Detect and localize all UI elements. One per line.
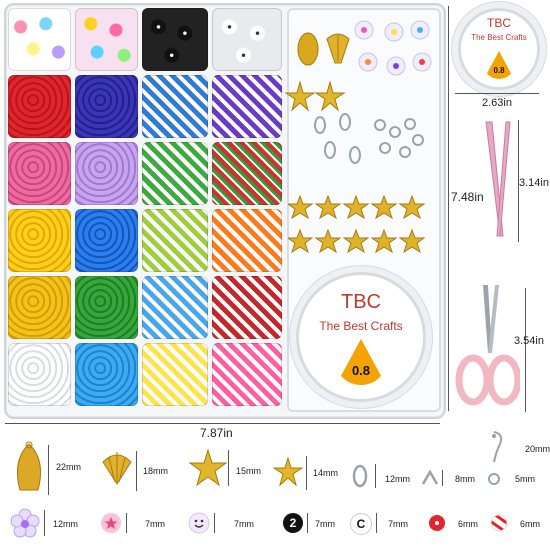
box-width-line — [5, 423, 440, 424]
star-charm-size: 14mm — [313, 468, 339, 478]
number-bead-legend-icon: 2 — [283, 513, 303, 533]
tweezers-icon — [485, 121, 511, 237]
white-clay-bead-compartment — [8, 343, 71, 406]
scallop-charm-size-line — [136, 451, 137, 491]
star-charm-size-line — [306, 456, 307, 490]
large-thread-spool: TBC The Best Crafts 0.8 — [296, 272, 426, 402]
earring-hook-size: 20mm — [525, 444, 550, 454]
pink-striped-bead-compartment — [212, 343, 282, 406]
starfish-size-line — [228, 450, 229, 486]
number-bead-glyph: 2 — [289, 516, 297, 530]
green-clay-bead-compartment — [75, 276, 138, 339]
scallop-charm-legend-icon — [102, 452, 132, 485]
letter-bead-size-line — [376, 513, 377, 533]
orange-striped-bead-compartment — [212, 209, 282, 272]
star-charm-icon — [288, 194, 426, 254]
jump-ring-size: 5mm — [515, 474, 535, 484]
star-bead-size: 7mm — [145, 519, 165, 529]
small-thread-spool: TBC The Best Crafts 0.8 — [458, 8, 540, 90]
spool-size-value: 0.8 — [351, 363, 371, 378]
shell-charm-size: 22mm — [56, 462, 82, 472]
red-heishi-size: 6mm — [458, 519, 478, 529]
smiley-bead-size-line — [214, 513, 215, 533]
smiley-bead-compartment — [75, 8, 138, 71]
number-bead-size-line — [307, 513, 308, 533]
scissors-length-line — [525, 288, 526, 412]
starfish-size: 15mm — [236, 466, 262, 476]
lime-striped-bead-compartment — [142, 209, 208, 272]
spool-size-badge — [336, 339, 386, 385]
spool-width-line — [455, 93, 539, 94]
striped-bead-legend-icon — [490, 514, 508, 532]
starfish-legend-icon — [188, 448, 228, 487]
spool-brand-small: TBC — [487, 16, 511, 30]
sky-striped-bead-compartment — [142, 276, 208, 339]
flower-bead-icon — [354, 20, 432, 76]
letter-bead-compartment-1 — [8, 8, 71, 71]
star-charm-legend-icon — [272, 456, 304, 487]
crimp-cover-size: 8mm — [455, 474, 475, 484]
yellow-clay-bead-compartment — [8, 209, 71, 272]
scallop-charm-size: 18mm — [143, 466, 169, 476]
striped-bead-size: 6mm — [520, 519, 540, 529]
gold-clay-bead-compartment — [8, 276, 71, 339]
lobster-clasp-size-line — [375, 464, 376, 488]
letter-bead-legend-icon: C — [350, 513, 372, 535]
scissors-icon — [455, 285, 520, 406]
spool-tagline: The Best Crafts — [319, 319, 403, 333]
shell-charm-size-line — [48, 445, 49, 495]
letter-bead-glyph: C — [356, 517, 366, 531]
jump-ring-legend-icon — [488, 473, 500, 485]
box-width-label: 7.87in — [200, 426, 233, 440]
earring-hook-icon — [492, 431, 503, 463]
spool-size-value-small: 0.8 — [493, 66, 505, 75]
spool-brand: TBC — [341, 291, 381, 313]
smiley-bead-size: 7mm — [234, 519, 254, 529]
crimp-cover-legend-icon — [421, 469, 439, 485]
black-letter-bead-compartment — [142, 8, 208, 71]
spool-tagline-small: The Best Crafts — [471, 33, 527, 42]
starfish-charm-icon — [285, 80, 346, 112]
tweezer-length-line — [518, 120, 519, 242]
purple-striped-bead-compartment — [212, 75, 282, 138]
flower-bead-size-line — [44, 510, 45, 536]
box-height-line — [448, 6, 449, 411]
shell-charm-icon — [297, 32, 350, 66]
star-bead-size-line — [126, 513, 127, 533]
yellow-striped-bead-compartment — [142, 343, 208, 406]
number-bead-size: 7mm — [315, 519, 335, 529]
smiley-bead-legend-icon — [188, 512, 210, 534]
green-striped-bead-compartment — [142, 142, 208, 205]
navy-clay-bead-compartment — [75, 75, 138, 138]
letter-bead-size: 7mm — [388, 519, 408, 529]
spool-width-label: 2.63in — [482, 97, 512, 109]
shell-charm-legend-icon — [17, 441, 41, 491]
lilac-clay-bead-compartment — [75, 142, 138, 205]
lobster-clasp-size: 12mm — [385, 474, 411, 484]
box-height-label: 7.48in — [451, 190, 484, 204]
red-striped-bead-compartment — [212, 276, 282, 339]
flower-bead-size: 12mm — [53, 519, 79, 529]
star-bead-legend-icon — [101, 513, 121, 533]
watermelon-bead-compartment — [212, 142, 282, 205]
flower-bead-legend-icon — [10, 508, 40, 538]
red-heishi-legend-icon — [429, 515, 445, 531]
blue-striped-bead-compartment — [142, 75, 208, 138]
lobster-clasp-icon — [314, 113, 424, 164]
light-blue-clay-bead-compartment — [75, 343, 138, 406]
pink-clay-bead-compartment — [8, 142, 71, 205]
lobster-clasp-legend-icon — [352, 464, 368, 488]
tweezer-length-label: 3.14in — [519, 177, 549, 189]
scissors-length-label: 3.54in — [514, 335, 544, 347]
red-clay-bead-compartment — [8, 75, 71, 138]
white-letter-bead-compartment — [212, 8, 282, 71]
crimp-cover-size-line — [442, 470, 443, 486]
blue-clay-bead-compartment — [75, 209, 138, 272]
